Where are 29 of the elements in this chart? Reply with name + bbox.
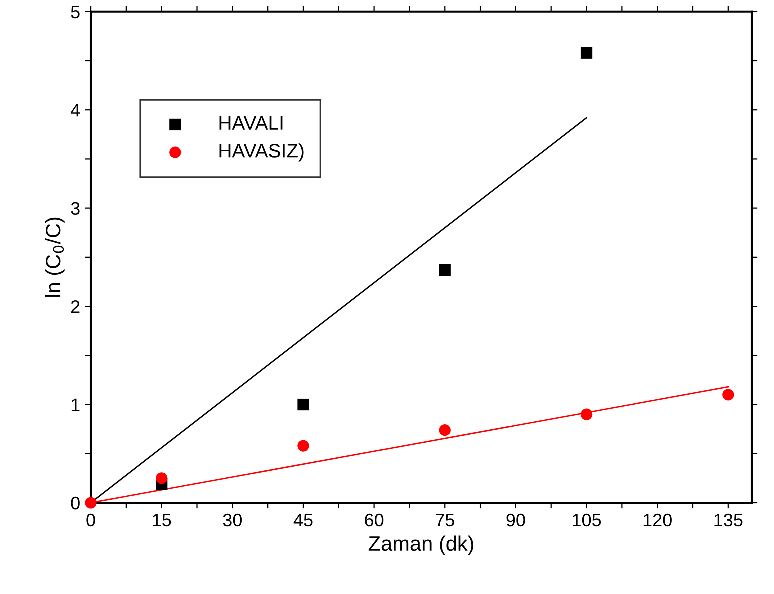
- point: [722, 389, 734, 401]
- x-tick-label: 120: [644, 514, 672, 527]
- x-tick-label: 75: [436, 514, 454, 527]
- y-tick-label: 3: [71, 202, 80, 216]
- point: [439, 264, 451, 276]
- y-tick-label: 5: [71, 6, 80, 19]
- x-tick-label: 60: [365, 514, 384, 527]
- x-tick-label: 90: [506, 514, 526, 527]
- point: [580, 47, 593, 59]
- x-tick-label: 0: [86, 514, 96, 527]
- y-tick-label: 0: [71, 496, 80, 510]
- x-tick-label: 30: [223, 514, 242, 527]
- x-tick-label: 45: [294, 514, 313, 527]
- legend-label: HAVASIZ): [220, 144, 304, 162]
- point: [298, 398, 310, 411]
- y-tick-label: 1: [72, 398, 80, 412]
- legend-label: HAVALI: [220, 116, 283, 130]
- x-tick-label: 105: [573, 514, 602, 527]
- y-axis-title: ln (C$_{0}$/C): [45, 218, 65, 297]
- x-tick-label: 15: [153, 514, 172, 527]
- x-tick-label: 135: [714, 514, 743, 527]
- point: [298, 440, 310, 452]
- point: [439, 424, 451, 436]
- y-tick-label: 4: [70, 104, 80, 117]
- point: [580, 408, 593, 420]
- point: [156, 472, 168, 484]
- y-tick-label: 2: [71, 300, 80, 314]
- x-axis-title: Zaman (dk): [368, 536, 474, 556]
- point: [85, 497, 97, 509]
